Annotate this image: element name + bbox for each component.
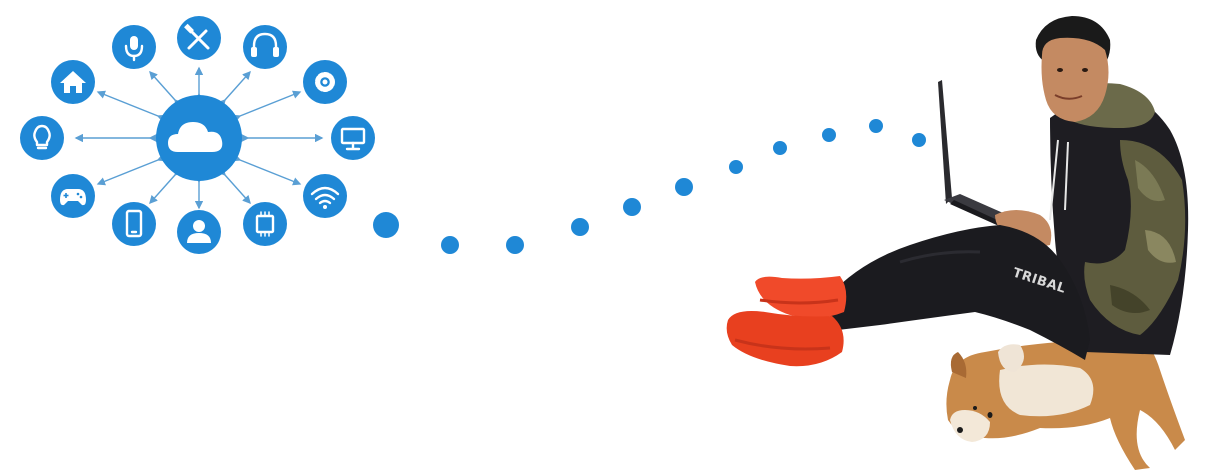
gear-icon — [303, 60, 347, 104]
headphones-icon — [243, 25, 287, 69]
gamepad-icon — [51, 174, 95, 218]
cloud-icon — [168, 122, 223, 152]
user-icon — [177, 210, 221, 254]
wifi-icon — [303, 174, 347, 218]
monitor-icon — [331, 116, 375, 160]
person-with-laptop-illustration: TRIBAL — [726, 16, 1189, 470]
smartphone-icon — [112, 202, 156, 246]
connection-arrows — [74, 66, 324, 210]
cloud-network-diagram — [20, 16, 375, 254]
person-head — [1035, 16, 1111, 122]
home-icon — [51, 60, 95, 104]
tools-icon — [177, 16, 221, 60]
person-shoes — [726, 276, 847, 367]
person-pants: TRIBAL — [829, 225, 1090, 360]
microphone-icon — [112, 25, 156, 69]
dog — [946, 330, 1185, 470]
dotted-connection-path — [373, 119, 926, 254]
chip-icon — [243, 202, 287, 246]
lightbulb-icon — [20, 116, 64, 160]
cloud-hub — [156, 95, 242, 181]
